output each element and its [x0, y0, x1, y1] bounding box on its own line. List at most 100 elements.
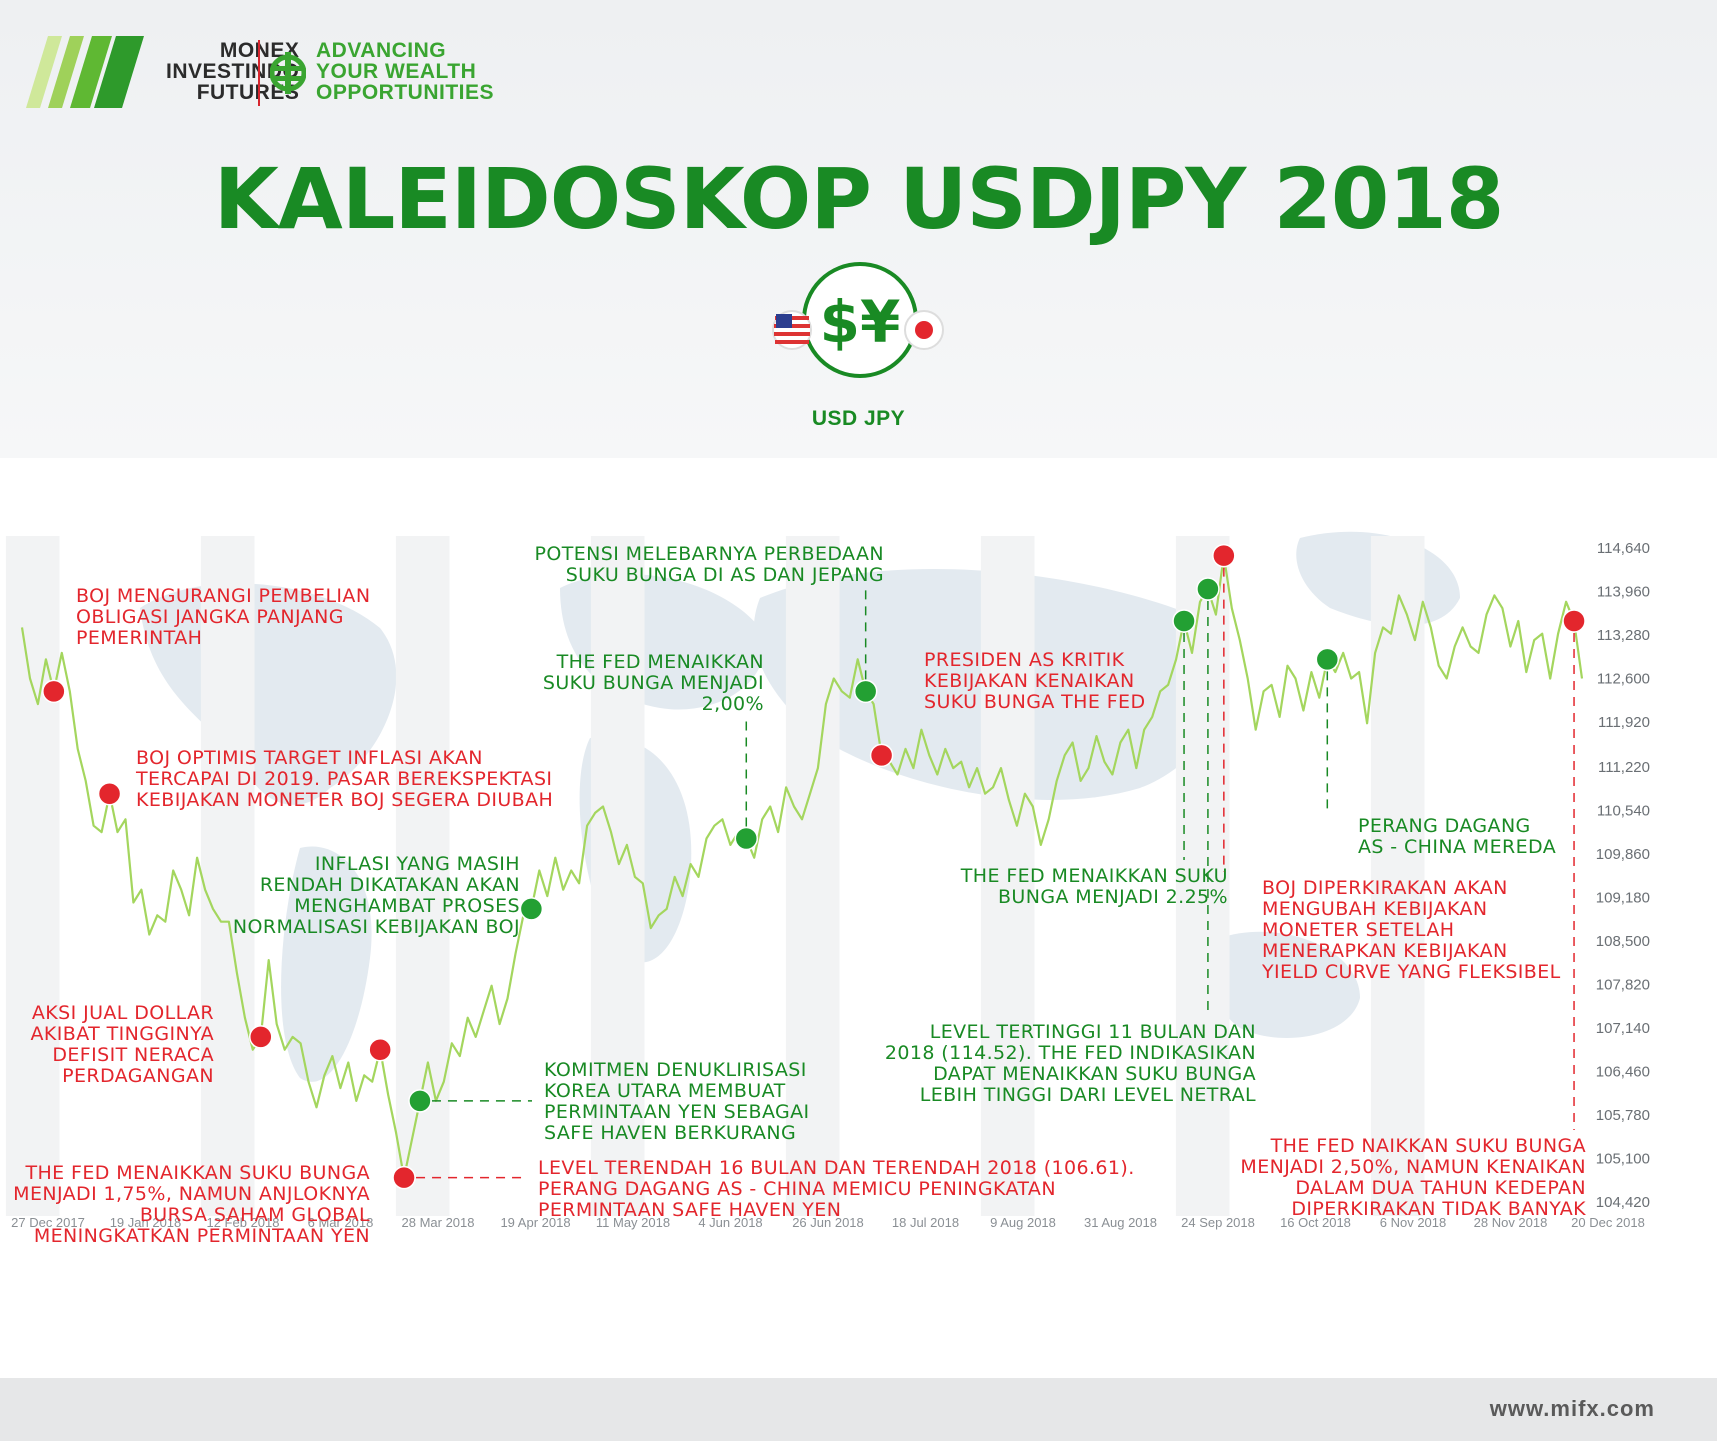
y-tick-label: 110,540: [1597, 802, 1650, 819]
annotation-line: MENINGKATKAN PERMINTAAN YEN: [34, 1225, 370, 1247]
annotation-line: KOMITMEN DENUKLIRISASI: [544, 1059, 807, 1081]
grid-band: [5, 536, 60, 1216]
annotation-line: MENGHAMBAT PROSES: [294, 895, 520, 917]
annotation-line: DEFISIT NERACA: [52, 1044, 214, 1066]
annotation-line: SUKU BUNGA DI AS DAN JEPANG: [566, 564, 884, 586]
event-marker: [392, 1165, 416, 1190]
event-marker: [1196, 577, 1220, 601]
grid-band: [200, 536, 255, 1216]
x-tick-label: 28 Nov 2018: [1474, 1215, 1548, 1230]
header: MONEX INVESTINDO FUTURES ADVANCING YOUR …: [0, 0, 1717, 458]
annotation-line: TERCAPAI DI 2019. PASAR BEREKSPEKTASI: [135, 768, 552, 790]
annotation-text: INFLASI YANG MASIH RENDAH DIKATAKAN AKAN M…: [233, 853, 520, 938]
annotation-line: INFLASI YANG MASIH: [315, 853, 520, 875]
y-tick-label: 109,180: [1596, 889, 1650, 906]
annotation-line: LEVEL TERENDAH 16 BULAN DAN TERENDAH 201…: [538, 1157, 1135, 1179]
annotation-line: PERMINTAAN SAFE HAVEN YEN: [538, 1199, 841, 1221]
annotation-text: LEVEL TERTINGGI 11 BULAN DAN 2018 (114.52…: [885, 1021, 1256, 1106]
annotation-line: SUKU BUNGA MENJADI: [543, 672, 764, 694]
x-tick-label: 9 Aug 2018: [990, 1215, 1056, 1230]
x-tick-label: 20 Dec 2018: [1571, 1215, 1645, 1230]
y-tick-label: 109,860: [1596, 846, 1650, 863]
y-tick-label: 107,820: [1596, 976, 1650, 993]
x-tick-label: 18 Jul 2018: [892, 1215, 959, 1230]
annotation-text: KOMITMEN DENUKLIRISASI KOREA UTARA MEMBUA…: [544, 1059, 810, 1144]
annotation-line: NORMALISASI KEBIJAKAN BOJ: [233, 916, 520, 938]
y-tick-label: 105,100: [1596, 1150, 1650, 1167]
annotation-line: PERANG DAGANG AS - CHINA MEMICU PENINGKA…: [538, 1178, 1056, 1200]
event-annotations: BOJ MENGURANGI PEMBELIAN OBLIGASI JANGKA …: [13, 543, 1586, 1247]
chart-panel: 114,640 113,960 113,280 112,600 111,920 111,2…: [0, 458, 1717, 1378]
annotation-line: DAPAT MENAIKKAN SUKU BUNGA: [933, 1063, 1256, 1085]
grid-bands: [5, 536, 1425, 1216]
tagline-line: YOUR WEALTH: [316, 60, 477, 83]
tagline: ADVANCING YOUR WEALTH OPPORTUNITIES: [316, 40, 494, 103]
y-tick-label: 105,780: [1596, 1107, 1650, 1124]
us-flag-icon: [772, 310, 812, 350]
y-tick-label: 111,920: [1598, 714, 1650, 731]
page-title: KALEIDOSKOP USDJPY 2018: [213, 150, 1505, 248]
annotation-line: DALAM DUA TAHUN KEDEPAN: [1295, 1177, 1586, 1199]
globe-icon: [270, 52, 306, 94]
annotation-line: PEMERINTAH: [76, 627, 202, 649]
annotation-line: AS - CHINA MEREDA: [1358, 836, 1556, 858]
annotation-text: POTENSI MELEBARNYA PERBEDAAN SUKU BUNGA D…: [535, 543, 884, 586]
annotation-line: AKSI JUAL DOLLAR: [32, 1002, 214, 1024]
website-link[interactable]: www.mifx.com: [1489, 1396, 1655, 1421]
y-tick-label: 104,420: [1596, 1194, 1650, 1211]
annotation-line: PERDAGANGAN: [62, 1065, 214, 1087]
x-tick-label: 27 Dec 2017: [11, 1215, 85, 1230]
annotation-line: AKIBAT TINGGINYA: [31, 1023, 214, 1045]
grid-band: [1370, 536, 1425, 1216]
monex-logo[interactable]: MONEX INVESTINDO FUTURES ADVANCING YOUR …: [26, 36, 506, 116]
annotation-text: BOJ OPTIMIS TARGET INFLASI AKAN TERCAPAI …: [135, 747, 553, 811]
y-tick-label: 108,500: [1596, 933, 1650, 950]
annotation-line: RENDAH DIKATAKAN AKAN: [260, 874, 520, 896]
event-marker: [734, 826, 759, 851]
annotation-line: BOJ OPTIMIS TARGET INFLASI AKAN: [136, 747, 483, 769]
event-marker: [408, 1089, 432, 1113]
annotation-line: MENJADI 1,75%, NAMUN ANJLOKNYA: [13, 1183, 370, 1205]
annotation-text: THE FED MENAIKKAN SUKU BUNGA MENJADI 2,00%: [543, 651, 764, 715]
x-tick-label: 28 Mar 2018: [402, 1215, 475, 1230]
usdjpy-line-chart: 114,640 113,960 113,280 112,600 111,920 111,2…: [5, 531, 1650, 1247]
annotation-line: THE FED MENAIKKAN: [556, 651, 764, 673]
y-tick-label: 113,280: [1597, 627, 1650, 644]
x-axis: 27 Dec 2017 19 Jan 2018 12 Feb 2018 6 Mar 2…: [11, 1215, 1645, 1230]
grid-band: [785, 536, 840, 1216]
annotation-line: MENGUBAH KEBIJAKAN: [1262, 898, 1488, 920]
x-tick-label: 6 Mar 2018: [308, 1215, 374, 1230]
annotation-line: PERANG DAGANG: [1358, 815, 1531, 837]
event-marker: [1212, 543, 1236, 568]
event-marker: [1172, 609, 1196, 633]
tagline-line: OPPORTUNITIES: [316, 81, 495, 104]
annotation-line: BURSA SAHAM GLOBAL: [140, 1204, 370, 1226]
event-marker: [1562, 609, 1586, 633]
x-tick-label: 12 Feb 2018: [206, 1215, 279, 1230]
annotation-line: 2018 (114.52). THE FED INDIKASIKAN: [885, 1042, 1256, 1064]
footer: www.mifx.com: [0, 1378, 1717, 1441]
y-tick-label: 107,140: [1596, 1020, 1650, 1037]
y-tick-label: 114,640: [1597, 540, 1650, 557]
usdjpy-price-line: [20, 554, 1584, 1179]
event-marker: [869, 743, 894, 768]
y-tick-label: 113,960: [1597, 584, 1650, 601]
logo-stripes-icon: [26, 36, 144, 108]
annotation-text: THE FED MENAIKKAN SUKU BUNGA MENJADI 2.25…: [960, 865, 1228, 908]
annotation-line: POTENSI MELEBARNYA PERBEDAAN: [535, 543, 884, 565]
annotation-line: BOJ MENGURANGI PEMBELIAN: [76, 585, 370, 607]
tagline-line: ADVANCING: [316, 39, 447, 62]
annotation-text: THE FED NAIKKAN SUKU BUNGA MENJADI 2,50%,…: [1240, 1135, 1586, 1220]
annotation-line: LEBIH TINGGI DARI LEVEL NETRAL: [920, 1084, 1256, 1106]
x-tick-label: 6 Nov 2018: [1380, 1215, 1447, 1230]
annotation-line: PERMINTAAN YEN SEBAGAI: [544, 1101, 810, 1123]
currency-pair-label: USD JPY: [811, 407, 906, 430]
x-tick-label: 26 Jun 2018: [792, 1215, 864, 1230]
annotation-line: MENERAPKAN KEBIJAKAN: [1262, 940, 1508, 962]
logo-divider: [258, 40, 260, 106]
annotation-line: THE FED NAIKKAN SUKU BUNGA: [1270, 1135, 1586, 1157]
x-tick-label: 19 Apr 2018: [500, 1215, 570, 1230]
annotation-line: MONETER SETELAH: [1262, 919, 1454, 941]
event-marker: [853, 679, 878, 704]
x-tick-label: 19 Jan 2018: [110, 1215, 182, 1230]
